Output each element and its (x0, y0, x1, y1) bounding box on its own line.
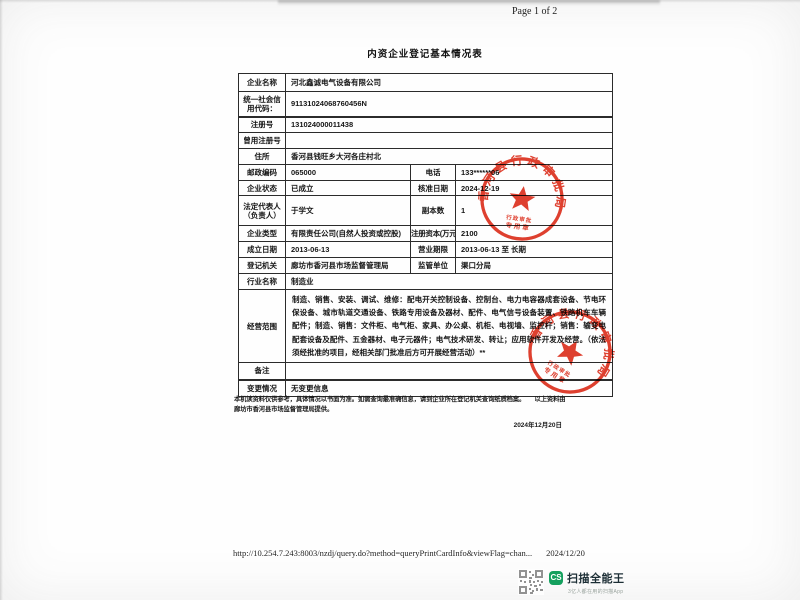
former-reg-no-value (284, 132, 614, 149)
reg-no-label: 注册号 (238, 116, 286, 133)
legal-rep-label: 法定代表人（负责人） (238, 195, 286, 226)
star-icon (509, 186, 536, 212)
establish-date-value: 2013-06-13 (285, 241, 411, 258)
seal-line2: 专用章 (505, 220, 531, 232)
seal-arc-text: 香河县行政审批局 (527, 289, 634, 384)
phone-label: 电话 (410, 164, 456, 181)
table-row: 曾用注册号 (238, 132, 614, 149)
former-reg-no-label: 曾用注册号 (238, 132, 286, 149)
table-row: 成立日期 2013-06-13 营业期限 2013-06-13 至 长期 (238, 241, 614, 258)
remarks-label: 备注 (238, 362, 286, 381)
address-label: 住所 (238, 148, 286, 165)
disclaimer-line2: 廊坊市香河县市场监督管理局提供。 (234, 406, 334, 413)
document-date: 2024年12月20日 (513, 422, 562, 429)
svg-text:香河县行政审批局: 香河县行政审批局 (527, 289, 634, 384)
postcode-label: 邮政编码 (238, 164, 286, 181)
print-source-url: http://10.254.7.243:8003/nzdj/query.do?m… (233, 548, 585, 558)
camscanner-app-name: 扫描全能王 (567, 573, 625, 585)
reg-authority-value: 廊坊市香河县市场监督管理局 (285, 257, 411, 274)
table-row: 登记机关 廊坊市香河县市场监督管理局 监管单位 渠口分局 (238, 257, 614, 274)
copies-label: 副本数 (410, 195, 456, 226)
camscanner-logo-icon: CS (549, 571, 563, 585)
registration-info-table: 企业名称 河北鑫诚电气设备有限公司 统一社会信用代码： 911310240687… (238, 73, 614, 398)
company-name-label: 企业名称 (238, 73, 286, 92)
official-seal-2: 香河县行政审批局 行政审批 专用章 (520, 289, 633, 402)
qr-code-icon (518, 569, 544, 595)
seal-line1: 行政审批 (505, 213, 533, 225)
approval-date-label: 核准日期 (410, 180, 456, 196)
supervisor-label: 监管单位 (410, 257, 456, 274)
company-type-label: 企业类型 (238, 225, 286, 242)
url-text: http://10.254.7.243:8003/nzdj/query.do?m… (233, 548, 533, 558)
seal-icon: 香河县行政审批局 行政审批 专用章 (476, 147, 574, 241)
table-row: 统一社会信用代码： 91131024068760456N (238, 91, 614, 118)
credit-code-label: 统一社会信用代码： (238, 91, 286, 118)
industry-label: 行业名称 (238, 273, 286, 290)
scan-artifact-top (278, 0, 660, 6)
table-row: 企业类型 有限责任公司(自然人投资或控股) 注册资本(万元) 2100 (238, 225, 614, 242)
star-icon (557, 340, 584, 366)
page-number: Page 1 of 2 (512, 6, 558, 17)
disclaimer-line1: 本机读资料仅供参考，具体情况以书面为准。如需查询最准确信息，请到企业所在登记机关… (234, 396, 566, 403)
scan-artifact-left-edge (0, 0, 3, 600)
table-row: 行业名称 制造业 (238, 273, 614, 290)
table-row: 企业名称 河北鑫诚电气设备有限公司 (238, 73, 614, 92)
credit-code-value: 91131024068760456N (284, 91, 614, 118)
table-row: 注册号 131024000011438 (238, 116, 614, 133)
establish-date-label: 成立日期 (238, 241, 286, 258)
supervisor-value: 渠口分局 (454, 257, 614, 274)
legal-rep-value: 于学文 (285, 195, 411, 226)
company-name-value: 河北鑫诚电气设备有限公司 (284, 73, 614, 92)
company-type-value: 有限责任公司(自然人投资或控股) (285, 225, 411, 242)
reg-no-value: 131024000011438 (284, 116, 614, 133)
camscanner-text-block: CS 扫描全能王 3亿人都在用的扫描App (549, 569, 625, 595)
seal-icon: 香河县行政审批局 行政审批 专用章 (527, 289, 634, 394)
business-term-label: 营业期限 (410, 241, 456, 258)
table-row: 变更情况 无变更信息 (238, 379, 614, 398)
reg-authority-label: 登记机关 (238, 257, 286, 274)
official-seal-1: 香河县行政审批局 行政审批 专用章 (472, 147, 574, 249)
scan-artifact-top-edge (0, 0, 800, 3)
camscanner-watermark: CS 扫描全能王 3亿人都在用的扫描App (518, 569, 625, 595)
postcode-value: 065000 (285, 164, 411, 181)
changes-value: 无变更信息 (284, 379, 614, 398)
reg-capital-label: 注册资本(万元) (410, 225, 456, 242)
camscanner-tagline: 3亿人都在用的扫描App (568, 589, 624, 595)
business-scope-label: 经营范围 (238, 288, 286, 364)
industry-value: 制造业 (284, 273, 614, 290)
business-scope-value: 制造、销售、安装、调试、维修：配电开关控制设备、控制台、电力电容器成套设备、节电… (284, 288, 614, 364)
table-row: 法定代表人（负责人） 于学文 副本数 1 (238, 195, 614, 226)
table-row: 经营范围 制造、销售、安装、调试、维修：配电开关控制设备、控制台、电力电容器成套… (238, 288, 614, 364)
status-value: 已成立 (285, 180, 411, 196)
changes-label: 变更情况 (238, 379, 286, 398)
disclaimer-text: 本机读资料仅供参考，具体情况以书面为准。如需查询最准确信息，请到企业所在登记机关… (234, 395, 574, 415)
url-date: 2024/12/20 (546, 548, 585, 558)
document-title: 内资企业登记基本情况表 (367, 49, 483, 60)
status-label: 企业状态 (238, 180, 286, 196)
